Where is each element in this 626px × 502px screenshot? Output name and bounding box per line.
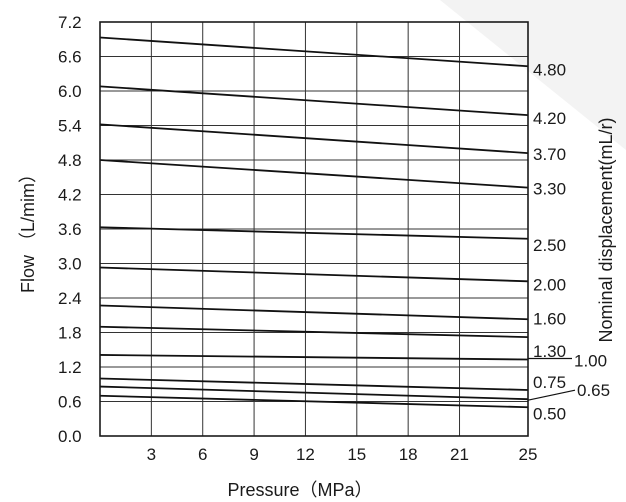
y-tick-label: 0.6	[58, 393, 82, 412]
y-tick-label: 6.6	[58, 48, 82, 67]
x-tick-label: 12	[296, 445, 315, 464]
y-tick-label: 2.4	[58, 289, 82, 308]
series-label: 1.30	[533, 342, 566, 361]
y-tick-label: 6.0	[58, 82, 82, 101]
series-line	[99, 385, 529, 401]
series-line	[99, 304, 529, 321]
x-tick-labels: 3 6 9 12 15 18 21 25	[147, 445, 538, 464]
series-label: 0.50	[533, 404, 566, 423]
series-line	[99, 226, 529, 240]
y-tick-label: 7.2	[58, 13, 82, 32]
series-line	[99, 123, 529, 154]
y-tick-label: 3.6	[58, 220, 82, 239]
series-label: 1.00	[574, 352, 607, 371]
series-line	[99, 377, 529, 391]
series-line	[99, 36, 529, 68]
y-tick-label: 1.8	[58, 324, 82, 343]
series-lines	[99, 36, 529, 409]
series-label: 4.20	[533, 109, 566, 128]
series-line	[99, 354, 529, 361]
series-label: 2.50	[533, 236, 566, 255]
x-axis-label: Pressure（MPa）	[227, 480, 372, 500]
series-label: 2.00	[533, 275, 566, 294]
x-tick-label: 21	[450, 445, 469, 464]
y-tick-label: 4.2	[58, 186, 82, 205]
series-label-leader	[527, 389, 576, 401]
x-tick-label: 3	[147, 445, 156, 464]
series-labels: 4.80 4.20 3.70 3.30 2.50 2.00 1.60 1.30 1.00 0.75…	[527, 60, 610, 423]
series-label: 3.30	[533, 180, 566, 199]
series-label: 3.70	[533, 145, 566, 164]
plot-frame	[99, 21, 529, 437]
watermark-band	[440, 0, 626, 150]
y-tick-label: 5.4	[58, 117, 82, 136]
x-tick-label: 25	[519, 445, 538, 464]
series-line	[99, 266, 529, 283]
series-label: 0.65	[577, 381, 610, 400]
series-line	[99, 85, 529, 117]
y2-axis-label: Nominal displacement(mL/r)	[596, 117, 616, 342]
y-tick-label: 0.0	[58, 427, 82, 446]
y-tick-label: 4.8	[58, 151, 82, 170]
x-tick-label: 6	[198, 445, 207, 464]
series-line	[99, 159, 529, 189]
y-tick-labels: 0.0 0.6 1.2 1.8 2.4 3.0 3.6 4.2 4.8 5.4 6.0 6.6 7.2	[58, 13, 82, 446]
series-label: 1.60	[533, 309, 566, 328]
x-tick-label: 9	[249, 445, 258, 464]
y-tick-label: 1.2	[58, 358, 82, 377]
series-label: 0.75	[533, 373, 566, 392]
x-tick-label: 15	[347, 445, 366, 464]
y-tick-label: 3.0	[58, 255, 82, 274]
y-axis-label: Flow （L/mim）	[18, 165, 38, 293]
series-line	[99, 394, 529, 409]
series-label: 4.80	[533, 60, 566, 79]
x-tick-label: 18	[399, 445, 418, 464]
series-line	[99, 325, 529, 338]
